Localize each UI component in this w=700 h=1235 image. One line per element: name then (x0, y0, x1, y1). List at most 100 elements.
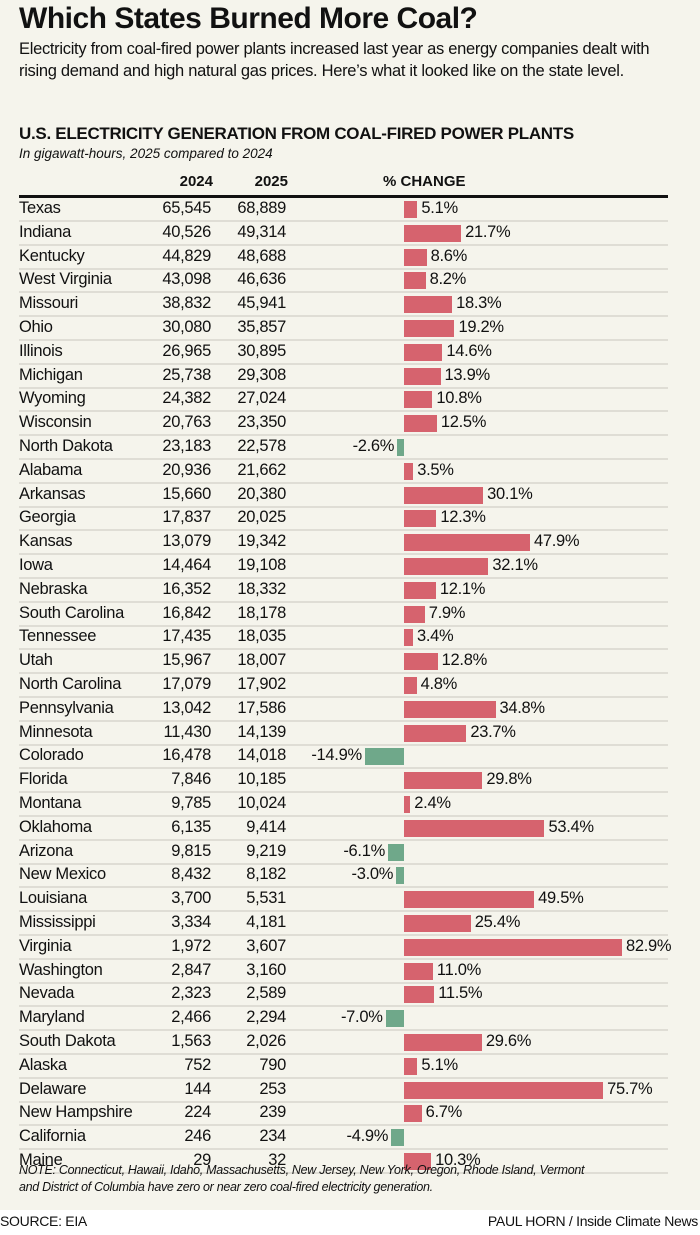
state-name: New Mexico (19, 865, 106, 884)
pct-change-label: 13.9% (444, 365, 491, 384)
value-2025: 18,007 (237, 651, 286, 670)
table-row: New Mexico 8,432 8,182 -3.0% (19, 864, 668, 889)
pct-change-label: 47.9% (533, 532, 580, 551)
increase-bar (404, 367, 441, 385)
pct-change-label: 7.9% (428, 603, 466, 622)
table-row: Delaware 144 253 75.7% (19, 1079, 668, 1103)
state-name: Arkansas (19, 484, 86, 503)
pct-change-label: 11.0% (436, 960, 481, 979)
header-2025: 2025 (254, 173, 288, 190)
state-name: West Virginia (19, 270, 112, 289)
value-2024: 26,965 (162, 341, 211, 360)
table-row: Georgia 17,837 20,025 12.3% (19, 507, 668, 532)
pct-change-label: -2.6% (352, 437, 395, 455)
table-row: West Virginia 43,098 46,636 8.2% (19, 269, 668, 294)
value-2024: 752 (184, 1055, 211, 1074)
table-row: Kansas 13,079 19,342 47.9% (19, 531, 668, 556)
value-2024: 30,080 (162, 318, 211, 336)
table-row: South Dakota 1,563 2,026 29.6% (19, 1031, 668, 1055)
value-2025: 5,531 (246, 889, 286, 908)
pct-change-label: 12.3% (440, 508, 486, 527)
increase-bar (404, 1081, 604, 1099)
pct-change-label: 30.1% (487, 484, 533, 503)
header-pct-change: % CHANGE (383, 173, 466, 190)
pct-change-label: 10.8% (436, 389, 482, 408)
table-row: Pennsylvania 13,042 17,586 34.8% (19, 698, 668, 722)
value-2024: 15,967 (162, 651, 211, 670)
decrease-bar (387, 843, 404, 861)
value-2025: 20,025 (237, 508, 286, 527)
value-2024: 20,936 (162, 460, 211, 479)
value-2024: 3,700 (171, 889, 211, 908)
value-2025: 45,941 (237, 294, 286, 313)
value-2025: 234 (259, 1127, 286, 1146)
state-name: Montana (19, 794, 82, 812)
pct-change-label: 3.4% (416, 627, 454, 646)
value-2025: 35,857 (237, 318, 286, 336)
state-name: Minnesota (19, 722, 93, 741)
value-2024: 9,815 (171, 841, 211, 860)
value-2024: 16,352 (162, 579, 211, 598)
value-2024: 246 (184, 1127, 211, 1146)
value-2024: 23,183 (162, 437, 211, 455)
chart-title: U.S. ELECTRICITY GENERATION FROM COAL-FI… (19, 124, 574, 143)
value-2024: 13,079 (162, 532, 211, 551)
table-row: Tennessee 17,435 18,035 3.4% (19, 626, 668, 651)
table-row: Mississippi 3,334 4,181 25.4% (19, 912, 668, 936)
pct-change-label: 21.7% (465, 222, 511, 241)
table-row: Florida 7,846 10,185 29.8% (19, 769, 668, 794)
state-name: North Dakota (19, 437, 113, 455)
value-2025: 8,182 (246, 865, 286, 884)
table-row: Alabama 20,936 21,662 3.5% (19, 460, 668, 484)
pct-change-label: 12.5% (440, 413, 487, 432)
value-2024: 2,466 (171, 1008, 211, 1027)
state-name: Ohio (19, 318, 53, 336)
pct-change-label: 19.2% (458, 318, 504, 336)
pct-change-label: -4.9% (346, 1127, 389, 1146)
table-row: Wyoming 24,382 27,024 10.8% (19, 388, 668, 413)
state-name: South Dakota (19, 1032, 116, 1050)
state-name: Colorado (19, 746, 84, 765)
header-2024: 2024 (179, 173, 213, 190)
headline: Which States Burned More Coal? (19, 2, 478, 35)
pct-change-label: 14.6% (446, 341, 492, 360)
value-2025: 23,350 (237, 413, 286, 432)
value-2024: 3,334 (171, 913, 211, 931)
value-2024: 20,763 (162, 413, 211, 432)
pct-change-label: 12.8% (441, 651, 488, 670)
pct-change-label: 49.5% (538, 889, 584, 908)
value-2024: 44,829 (162, 246, 211, 265)
state-name: Wyoming (19, 389, 86, 408)
state-name: Kansas (19, 532, 73, 551)
pct-change-label: 8.6% (430, 246, 468, 265)
header-rule (19, 195, 668, 198)
pct-change-label: 29.8% (486, 770, 532, 789)
value-2025: 32 (268, 1151, 286, 1169)
table-row: New Hampshire 224 239 6.7% (19, 1102, 668, 1127)
pct-change-label: 23.7% (470, 722, 516, 741)
state-name: Washington (19, 960, 103, 979)
value-2025: 790 (259, 1055, 286, 1074)
increase-bar (404, 962, 433, 980)
increase-bar (404, 938, 623, 956)
increase-bar (404, 581, 436, 599)
value-2024: 65,545 (162, 199, 211, 217)
pct-change-label: 75.7% (607, 1079, 653, 1098)
value-2024: 25,738 (162, 365, 211, 384)
value-2024: 1,972 (171, 936, 211, 955)
table-row: California 246 234 -4.9% (19, 1126, 668, 1151)
increase-bar (404, 629, 413, 647)
state-name: Mississippi (19, 913, 96, 931)
pct-change-label: 3.5% (417, 460, 454, 479)
decrease-bar (397, 439, 404, 456)
table-row: Colorado 16,478 14,018 -14.9% (19, 745, 668, 770)
value-2025: 2,294 (246, 1008, 286, 1027)
increase-bar (404, 296, 453, 314)
table-row: Arkansas 15,660 20,380 30.1% (19, 484, 668, 508)
value-2025: 19,342 (237, 532, 286, 551)
table-row: Texas 65,545 68,889 5.1% (19, 198, 668, 222)
state-name: Kentucky (19, 246, 85, 265)
value-2024: 2,323 (171, 984, 211, 1003)
value-2024: 17,435 (162, 627, 211, 646)
value-2025: 49,314 (237, 222, 286, 241)
